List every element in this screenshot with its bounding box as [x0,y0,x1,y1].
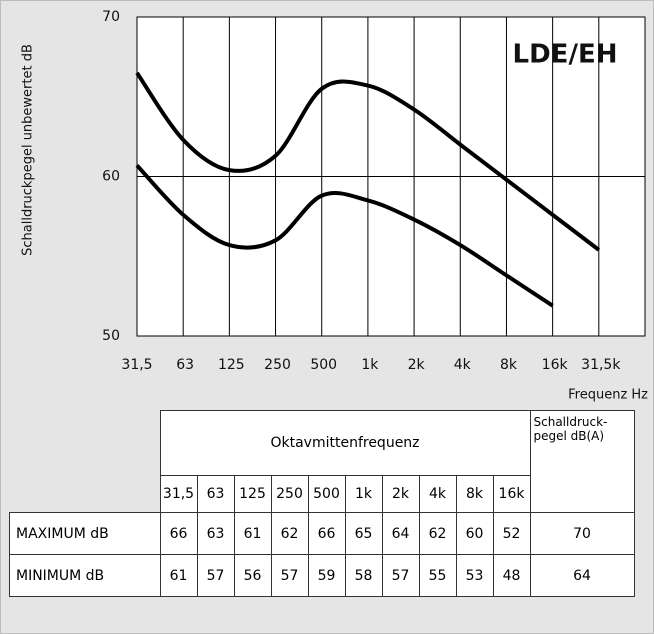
x-tick-label: 125 [218,357,245,373]
value-cell: 66 [307,512,346,555]
y-axis-label: Schalldruckpegel unbewertet dB [21,44,36,256]
x-axis-label: Frequenz Hz [568,388,648,403]
x-tick-label: 63 [176,357,194,373]
x-tick-label: 2k [408,357,426,373]
data-row: MAXIMUM dB 66 63 61 62 66 65 64 62 60 52 70 [9,512,635,555]
x-tick-label: 16k [542,357,569,373]
y-tick-label: 70 [102,9,120,25]
total-cell: 64 [529,554,635,597]
value-cell: 56 [233,554,272,597]
value-cell: 61 [233,512,272,555]
line-series [135,71,601,252]
frequency-cell: 16k [492,475,531,513]
frequency-cell: 500 [307,475,346,513]
row-label: MAXIMUM dB [9,512,161,555]
line-series [135,163,554,308]
value-cell: 62 [270,512,309,555]
value-cell: 64 [381,512,420,555]
frequency-cell: 63 [196,475,235,513]
frequency-row: 31,5 63 125 250 500 1k 2k 4k 8k 16k [10,475,635,513]
value-cell: 66 [159,512,198,555]
frequency-cell: 250 [270,475,309,513]
x-tick-label: 8k [500,357,518,373]
row-label: MINIMUM dB [9,554,161,597]
value-cell: 62 [418,512,457,555]
value-cell: 63 [196,512,235,555]
value-cell: 59 [307,554,346,597]
data-row: MINIMUM dB 61 57 56 57 59 58 57 55 53 48 64 [9,554,635,597]
value-cell: 52 [492,512,531,555]
frequency-cell: 8k [455,475,494,513]
x-tick-label: 250 [264,357,291,373]
group-header: Oktavmittenfrequenz [159,410,531,476]
value-cell: 61 [159,554,198,597]
table: Oktavmittenfrequenz Schalldruck- pegel d… [9,410,635,597]
x-tick-label: 31,5k [581,357,621,373]
y-tick-label: 50 [102,328,120,344]
value-cell: 55 [418,554,457,597]
total-cell: 70 [529,512,635,555]
annotation: LDE/EH [513,40,618,70]
frequency-cell: 125 [233,475,272,513]
frequency-cell: 1k [344,475,383,513]
chart: LDE/EH Schalldruckpegel unbewertet dB Fr… [21,9,649,403]
frequency-cell: 4k [418,475,457,513]
frequency-cell: 2k [381,475,420,513]
y-tick-label: 60 [102,169,120,185]
x-tick-label: 4k [454,357,472,373]
value-cell: 65 [344,512,383,555]
value-cell: 58 [344,554,383,597]
value-cell: 57 [381,554,420,597]
value-cell: 57 [196,554,235,597]
x-tick-label: 1k [361,357,379,373]
total-header: Schalldruck- pegel dB(A) [529,410,635,513]
x-tick-label: 31,5 [121,357,152,373]
value-cell: 60 [455,512,494,555]
value-cell: 53 [455,554,494,597]
value-cell: 48 [492,554,531,597]
blank-cell [9,410,161,513]
x-tick-label: 500 [310,357,337,373]
value-cell: 57 [270,554,309,597]
frequency-cell: 31,5 [159,475,198,513]
